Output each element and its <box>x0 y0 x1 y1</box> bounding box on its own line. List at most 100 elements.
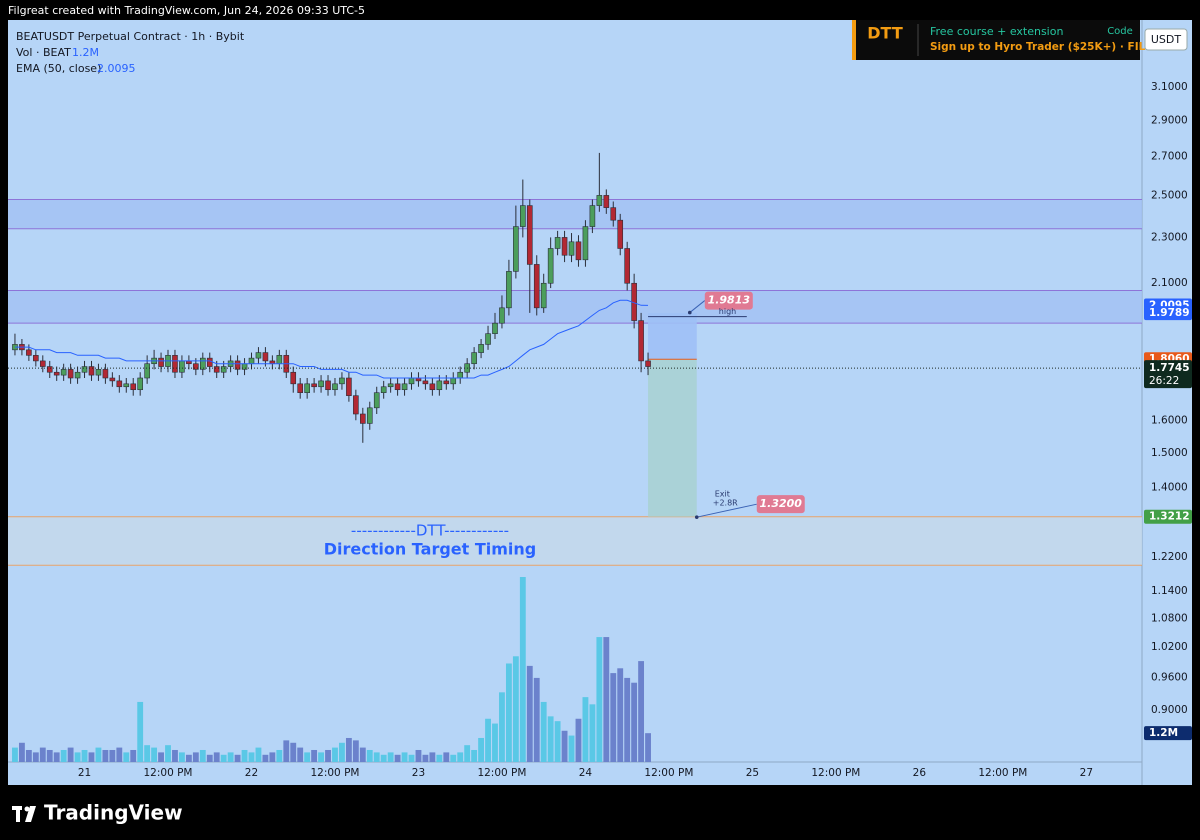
volume-bar <box>366 749 373 762</box>
candle-body <box>325 380 331 391</box>
volume-bar <box>554 721 561 762</box>
volume-bar <box>220 754 227 762</box>
candle-body <box>53 371 60 376</box>
volume-bar <box>603 637 610 762</box>
candle-body <box>408 377 415 385</box>
volume-bar <box>492 723 498 762</box>
candle-body <box>137 377 143 391</box>
candle-body <box>443 380 450 385</box>
candle-body <box>339 377 345 385</box>
candle-body <box>506 271 512 309</box>
candle-body <box>193 363 199 370</box>
volume-bar <box>74 752 81 762</box>
volume-bar <box>123 752 130 762</box>
candle-body <box>234 360 241 370</box>
volume-bar <box>158 752 164 762</box>
currency-button[interactable]: USDT <box>1144 28 1188 51</box>
candle-body <box>67 369 74 379</box>
volume-bar <box>339 742 345 762</box>
y-tick-label: 1.5000 <box>1151 447 1188 459</box>
y-tick-label: 2.9000 <box>1151 115 1188 127</box>
x-tick-label: 22 <box>245 767 258 779</box>
candle-body <box>88 366 95 376</box>
candle-body <box>568 241 575 256</box>
x-tick-label: 21 <box>78 767 91 779</box>
candle-body <box>179 360 185 373</box>
candle-body <box>617 219 624 249</box>
candle-body <box>645 360 651 367</box>
volume-bar <box>18 742 25 762</box>
volume-bar <box>631 682 638 762</box>
y-tick-label: 2.5000 <box>1151 189 1188 201</box>
candle-body <box>262 352 269 362</box>
ad-banner[interactable]: DTT Free course + extension Sign up to H… <box>852 20 1169 60</box>
volume-bar <box>297 747 304 762</box>
stop-price-label-box <box>1144 306 1192 321</box>
candle-body <box>123 383 130 388</box>
plot: ------------DTT------------Direction Tar… <box>8 81 1192 779</box>
annotation-note: +2.8R <box>713 499 738 508</box>
logo-shape <box>16 806 20 822</box>
ad-line1: Free course + extension <box>930 25 1063 38</box>
volume-bar <box>582 697 589 762</box>
candle-body <box>360 413 366 424</box>
volume-bar <box>422 754 429 762</box>
candle-body <box>158 357 164 367</box>
annotation-line <box>689 300 706 313</box>
volume-bar <box>443 752 450 762</box>
volume-bar <box>304 752 311 762</box>
candle-body <box>610 207 617 221</box>
volume-bar <box>380 754 387 762</box>
x-tick-label: 27 <box>1080 767 1093 779</box>
candle-body <box>199 357 206 370</box>
volume-bar <box>387 752 394 762</box>
y-tick-label: 1.0800 <box>1151 612 1188 624</box>
y-tick-label: 1.4000 <box>1151 482 1188 494</box>
volume-bar <box>102 749 109 762</box>
volume-price-label: 1.2M <box>1149 727 1178 739</box>
volume-legend: Vol · BEAT <box>16 46 71 59</box>
candle-body <box>60 369 67 376</box>
chart-title: BEATUSDT Perpetual Contract · 1h · Bybit <box>16 30 245 43</box>
volume-bar <box>624 677 631 762</box>
candle-body <box>429 383 436 391</box>
candle-body <box>450 377 457 385</box>
candle-body <box>492 322 498 334</box>
ad-accent <box>852 20 856 60</box>
volume-bar <box>88 752 95 762</box>
footer-logo[interactable]: TradingView <box>12 801 183 825</box>
volume-bar <box>172 749 178 762</box>
ad-background <box>852 20 1140 60</box>
x-tick-label: 12:00 PM <box>477 767 526 779</box>
volume-bar <box>248 752 255 762</box>
volume-bar <box>199 749 206 762</box>
candle-body <box>102 369 109 379</box>
volume-bar <box>471 749 478 762</box>
currency-button-label: USDT <box>1151 33 1182 46</box>
zone <box>8 199 1142 229</box>
volume-bar <box>436 754 443 762</box>
volume-bar <box>32 752 39 762</box>
annotation-label: 1.3200 <box>760 497 803 510</box>
volume-bar <box>241 749 248 762</box>
volume-bar <box>617 668 624 762</box>
volume-bar <box>394 754 401 762</box>
volume-bar <box>359 747 366 762</box>
candle-body <box>318 380 324 388</box>
last-price-label: 1.7745 <box>1149 362 1190 374</box>
annotation-label: 1.9813 <box>708 294 751 307</box>
candle-body <box>485 333 491 345</box>
ema-line <box>15 299 649 379</box>
volume-bar <box>464 745 471 762</box>
volume-bar <box>485 718 491 762</box>
volume-bar <box>25 749 32 762</box>
target-price-label-box <box>1144 509 1192 524</box>
x-tick-label: 12:00 PM <box>310 767 359 779</box>
logo-shape <box>24 806 30 812</box>
candle-body <box>596 195 603 206</box>
volume-bar <box>137 701 144 762</box>
volume-bar <box>596 637 603 762</box>
y-tick-label: 0.9000 <box>1151 704 1188 716</box>
volume-bar <box>540 701 547 762</box>
zone-text: ------------DTT------------ <box>351 522 509 540</box>
